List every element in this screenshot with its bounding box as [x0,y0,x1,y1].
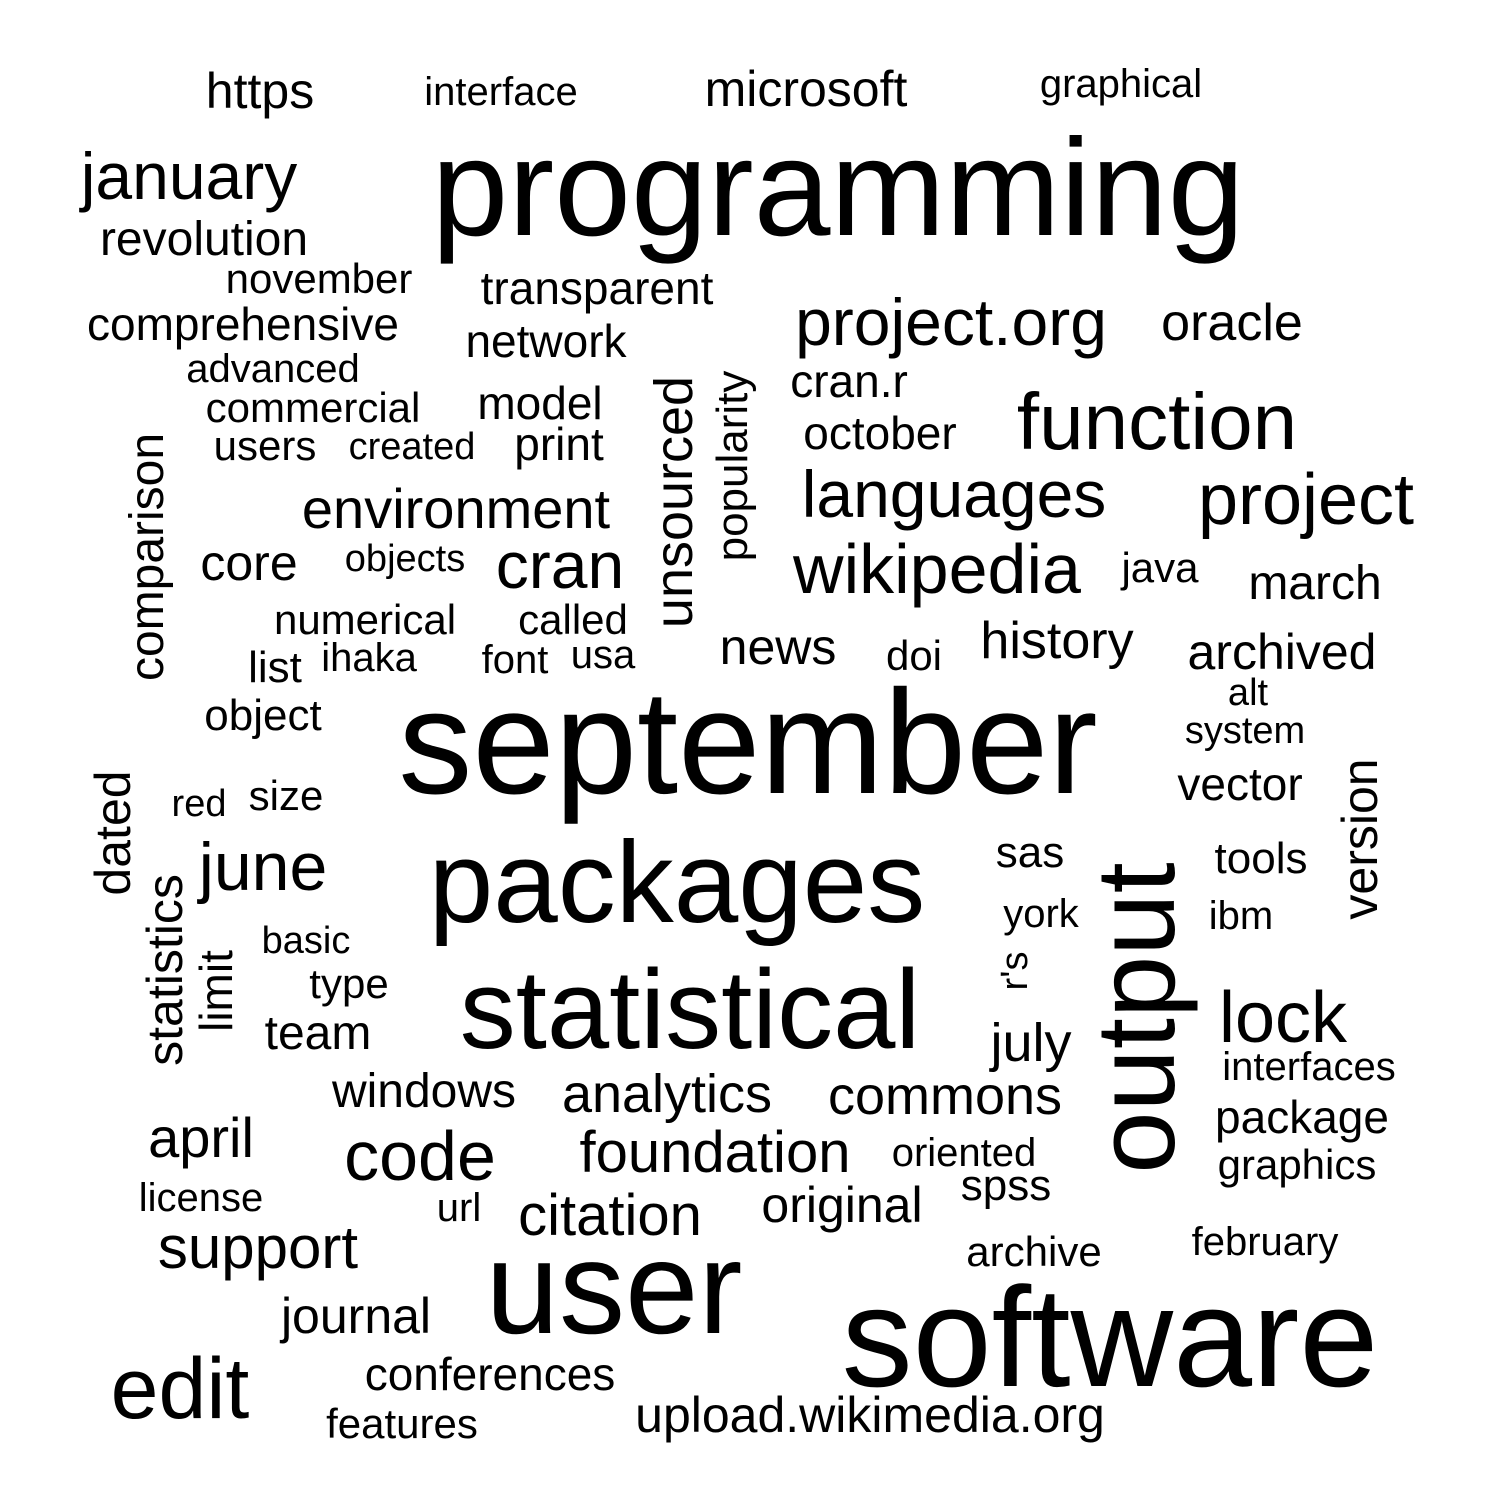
word-windows: windows [331,1065,517,1118]
word-transparent: transparent [480,262,714,314]
word-microsoft: microsoft [704,61,908,117]
word-conferences: conferences [364,1348,616,1400]
word-vector: vector [1177,758,1303,810]
word-numerical: numerical [273,596,457,643]
word-package: package [1215,1091,1389,1143]
word-print: print [514,418,604,470]
word-sas: sas [995,828,1065,877]
word-user: user [485,1214,743,1361]
word-red: red [171,783,227,825]
word-software: software [841,1258,1379,1417]
word-comparison: comparison [121,432,174,682]
word-url: url [436,1186,482,1230]
word-interfaces: interfaces [1222,1045,1396,1089]
word-foundation: foundation [579,1120,851,1185]
word-type: type [309,960,389,1007]
word-oracle: oracle [1161,294,1303,352]
word-limit: limit [190,950,242,1032]
word-commercial: commercial [205,384,421,431]
word-tools: tools [1214,834,1308,883]
word-model: model [477,377,603,429]
word-code: code [344,1117,496,1195]
word-packages: packages [428,817,926,947]
word-cran-r: cran.r [790,355,908,407]
word-objects: objects [344,538,466,580]
word-statistics: statistics [137,874,193,1066]
word-team: team [264,1007,372,1060]
word-original: original [761,1177,923,1233]
word-lock: lock [1218,978,1348,1058]
word-march: march [1248,557,1382,610]
word-graphics: graphics [1217,1141,1377,1188]
word-project: project [1197,460,1415,540]
word-function: function [1016,377,1298,466]
word-revolution: revolution [99,213,309,266]
word-list: list [248,643,302,692]
word-york: york [1003,892,1079,936]
word-usa: usa [570,633,636,677]
word-july: july [990,1013,1072,1073]
word-system: system [1184,710,1306,752]
word-history: history [980,612,1134,670]
word-font: font [481,638,549,682]
word-commons: commons [827,1066,1063,1126]
word-interface: interface [424,70,578,114]
word-graphical: graphical [1039,62,1203,106]
word-ibm: ibm [1208,894,1274,938]
word-edit: edit [110,1341,250,1437]
word-ihaka: ihaka [321,636,417,680]
word-september: september [398,660,1098,825]
word-languages: languages [801,457,1107,531]
word-java: java [1121,544,1199,591]
word-users: users [213,422,317,469]
word-advanced: advanced [186,347,360,391]
word-wikipedia: wikipedia [793,530,1081,608]
word-output: output [1073,862,1198,1174]
word-april: april [148,1106,254,1169]
word-unsourced: unsourced [644,375,704,629]
word-comprehensive: comprehensive [87,298,399,350]
word-analytics: analytics [561,1064,773,1124]
word-features: features [326,1400,478,1447]
word-journal: journal [280,1288,432,1344]
word-upload-wikimedia-org: upload.wikimedia.org [635,1387,1105,1443]
word-oriented: oriented [891,1131,1037,1175]
word-october: october [803,407,957,459]
word-version: version [1332,758,1388,920]
word-support: support [157,1214,359,1281]
word-size: size [248,772,324,819]
word-february: february [1191,1220,1339,1264]
word-core: core [200,535,298,591]
word-project-org: project.org [795,285,1107,359]
word-license: license [138,1176,264,1220]
word-environment: environment [301,477,611,540]
word-alt: alt [1227,672,1269,714]
word-https: https [205,63,315,119]
word-r-s: r's [994,951,1036,991]
word-january: january [80,139,298,213]
word-spss: spss [960,1161,1052,1210]
word-created: created [348,426,476,468]
word-citation: citation [518,1183,702,1248]
word-cran: cran [495,528,625,602]
word-news: news [719,619,837,675]
word-basic: basic [261,920,351,962]
word-dated: dated [85,770,141,896]
word-object: object [204,691,322,740]
word-november: november [225,255,413,302]
word-june: june [198,829,328,905]
word-called: called [518,596,628,643]
word-archive: archive [966,1228,1102,1275]
word-archived: archived [1187,624,1377,680]
word-network: network [465,315,627,367]
word-statistical: statistical [459,947,921,1072]
word-popularity: popularity [708,370,757,562]
word-doi: doi [885,632,943,679]
word-programming: programming [431,111,1245,265]
